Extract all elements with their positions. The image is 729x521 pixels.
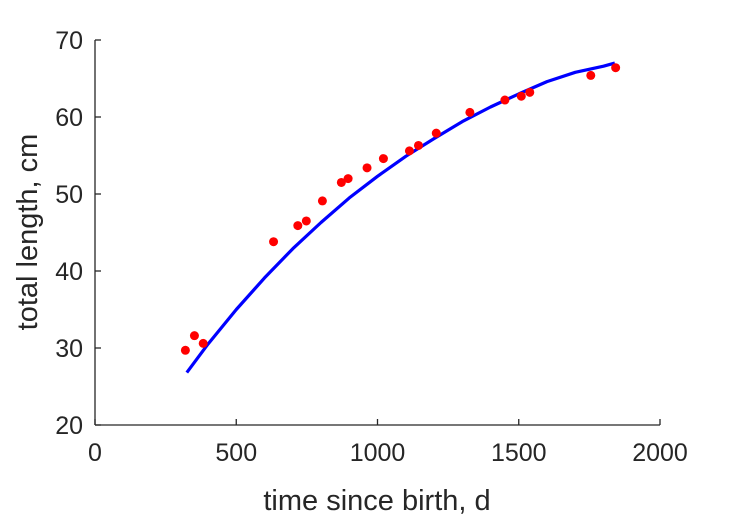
- fit-curve: [185, 61, 616, 374]
- y-axis-label: total length, cm: [12, 134, 44, 331]
- data-point: [500, 95, 510, 105]
- data-point: [336, 177, 346, 187]
- y-tick-label: 60: [55, 104, 83, 132]
- y-tick-label: 40: [55, 258, 83, 286]
- data-point: [293, 221, 303, 231]
- data-points-layer: [180, 63, 621, 355]
- data-point: [198, 338, 208, 348]
- x-tick-label: 500: [215, 439, 257, 467]
- y-tick-label: 50: [55, 181, 83, 209]
- data-point: [413, 140, 423, 150]
- data-point: [343, 174, 353, 184]
- data-point: [431, 128, 441, 138]
- x-axis-label: time since birth, d: [263, 485, 490, 517]
- y-tick-label: 20: [55, 412, 83, 440]
- y-tick-label: 70: [55, 27, 83, 55]
- data-point: [301, 216, 311, 226]
- data-point: [180, 345, 190, 355]
- data-point: [378, 154, 388, 164]
- x-tick-label: 2000: [632, 439, 688, 467]
- x-tick-label: 0: [88, 439, 102, 467]
- data-point: [269, 237, 279, 247]
- x-tick-label: 1000: [350, 439, 406, 467]
- data-point: [362, 163, 372, 173]
- data-point: [516, 91, 526, 101]
- y-tick-label: 30: [55, 335, 83, 363]
- data-point: [611, 63, 621, 73]
- data-point: [317, 196, 327, 206]
- data-point: [189, 331, 199, 341]
- data-point: [404, 146, 414, 156]
- axes: 0 500 1000 1500 2000 20 30 40 50 60 70: [55, 27, 688, 467]
- x-tick-label: 1500: [491, 439, 547, 467]
- data-point: [586, 70, 596, 80]
- data-point: [465, 107, 475, 117]
- data-point: [525, 87, 535, 97]
- fit-curve-layer: [185, 61, 616, 374]
